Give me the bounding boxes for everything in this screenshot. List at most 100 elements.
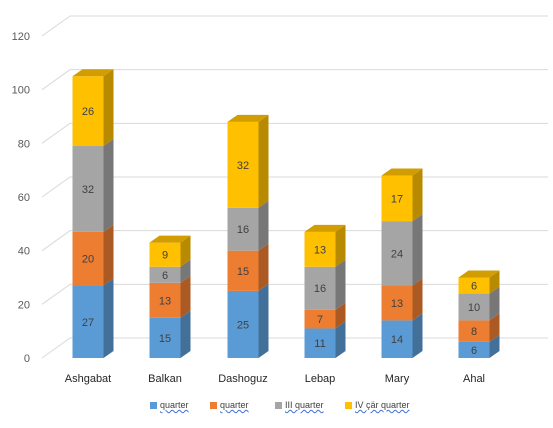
data-label: 16 bbox=[314, 283, 326, 295]
gridline bbox=[41, 69, 548, 91]
y-tick-label: 60 bbox=[18, 192, 30, 204]
gridlines bbox=[41, 15, 548, 359]
bar-segment: 6 bbox=[458, 270, 500, 294]
data-label: 9 bbox=[162, 250, 168, 262]
bar-segment: 13 bbox=[149, 275, 191, 318]
bar-side bbox=[103, 139, 114, 232]
data-label: 15 bbox=[159, 333, 171, 345]
x-axis: Ashgabat Balkan Dashoguz Lebap Mary Ahal bbox=[65, 373, 485, 385]
bar-segment: 13 bbox=[304, 224, 346, 267]
bar-top bbox=[304, 224, 346, 232]
legend-item: quarter bbox=[150, 400, 189, 410]
legend-label: IV çär quarter bbox=[355, 400, 410, 410]
bar-segment: 14 bbox=[381, 313, 423, 358]
bar-side bbox=[258, 243, 269, 291]
bars: 27 20 32 26 15 13 6 9 25 15 16 32 11 7 16 13 14 13 24 17 6 8 1… bbox=[72, 69, 500, 358]
data-label: 17 bbox=[391, 193, 403, 205]
bar-side bbox=[489, 286, 500, 321]
bar-side bbox=[489, 334, 500, 358]
data-label: 13 bbox=[314, 244, 326, 256]
legend-item: IV çär quarter bbox=[345, 400, 410, 410]
bar-segment: 15 bbox=[149, 310, 191, 358]
bar-side bbox=[103, 278, 114, 358]
bar-top bbox=[227, 114, 269, 122]
bar-front bbox=[458, 277, 490, 294]
data-label: 7 bbox=[317, 314, 323, 326]
gridline bbox=[41, 176, 548, 198]
bar-front bbox=[304, 266, 336, 310]
legend-label: III quarter bbox=[285, 400, 324, 410]
data-label: 15 bbox=[237, 266, 249, 278]
bar-front bbox=[304, 309, 336, 329]
y-tick-label: 100 bbox=[12, 85, 30, 97]
bar-side bbox=[412, 214, 423, 286]
bar-side bbox=[103, 224, 114, 286]
data-label: 32 bbox=[82, 184, 94, 196]
data-label: 13 bbox=[391, 298, 403, 310]
data-label: 27 bbox=[82, 317, 94, 329]
bar-side bbox=[180, 310, 191, 358]
bar-front bbox=[149, 282, 181, 318]
bar-top bbox=[458, 270, 500, 278]
data-label: 6 bbox=[471, 281, 477, 293]
bar-side bbox=[335, 321, 346, 358]
bar-side bbox=[335, 259, 346, 310]
bar-front bbox=[458, 320, 490, 342]
x-tick-label: Ahal bbox=[463, 373, 485, 385]
data-label: 32 bbox=[237, 160, 249, 172]
bar-front bbox=[227, 250, 259, 291]
data-label: 6 bbox=[471, 345, 477, 357]
bar-segment: 16 bbox=[304, 259, 346, 310]
bar-segment: 15 bbox=[227, 243, 269, 291]
bar-front bbox=[149, 242, 181, 267]
bar-segment: 6 bbox=[149, 259, 191, 283]
bar-front bbox=[72, 146, 104, 232]
legend-swatch bbox=[345, 401, 352, 409]
bar-front bbox=[149, 317, 181, 358]
bar-side bbox=[489, 313, 500, 342]
bar-side bbox=[412, 278, 423, 321]
data-label: 13 bbox=[159, 295, 171, 307]
y-tick-label: 0 bbox=[24, 353, 30, 365]
bar-segment: 20 bbox=[72, 224, 114, 286]
bar-side bbox=[258, 283, 269, 358]
bar-segment: 10 bbox=[458, 286, 500, 321]
gridline bbox=[41, 230, 548, 252]
bar-top bbox=[72, 69, 114, 77]
legend-label: quarter bbox=[220, 400, 249, 410]
bar-segment: 13 bbox=[381, 278, 423, 321]
bar-top bbox=[381, 168, 423, 176]
x-tick-label: Dashoguz bbox=[218, 373, 268, 385]
bar-front bbox=[304, 328, 336, 358]
legend-swatch bbox=[210, 401, 217, 409]
bar-segment: 6 bbox=[458, 334, 500, 358]
data-label: 24 bbox=[391, 248, 403, 260]
gridline bbox=[41, 122, 548, 144]
bar-side bbox=[103, 69, 114, 147]
legend: quarter quarter III quarter IV çär quarter bbox=[150, 400, 450, 416]
bar-side bbox=[258, 114, 269, 208]
bar-side bbox=[335, 224, 346, 267]
bar-top bbox=[149, 235, 191, 243]
legend-swatch bbox=[150, 401, 157, 409]
bar-segment: 24 bbox=[381, 214, 423, 286]
bar-front bbox=[458, 293, 490, 321]
bar-side bbox=[180, 235, 191, 267]
bar-front bbox=[72, 231, 104, 286]
x-tick-label: Lebap bbox=[305, 373, 336, 385]
bar-segment: 25 bbox=[227, 283, 269, 358]
bar-segment: 26 bbox=[72, 69, 114, 147]
legend-item: III quarter bbox=[275, 400, 324, 410]
bar-front bbox=[227, 290, 259, 358]
bar-front bbox=[381, 175, 413, 222]
x-tick-label: Ashgabat bbox=[65, 373, 111, 385]
data-label: 6 bbox=[162, 270, 168, 282]
bar-front bbox=[381, 320, 413, 358]
data-label: 25 bbox=[237, 319, 249, 331]
bar-segment: 32 bbox=[72, 139, 114, 232]
bar-front bbox=[381, 285, 413, 321]
data-label: 11 bbox=[314, 338, 325, 350]
legend-swatch bbox=[275, 401, 282, 409]
gridline bbox=[41, 15, 548, 37]
